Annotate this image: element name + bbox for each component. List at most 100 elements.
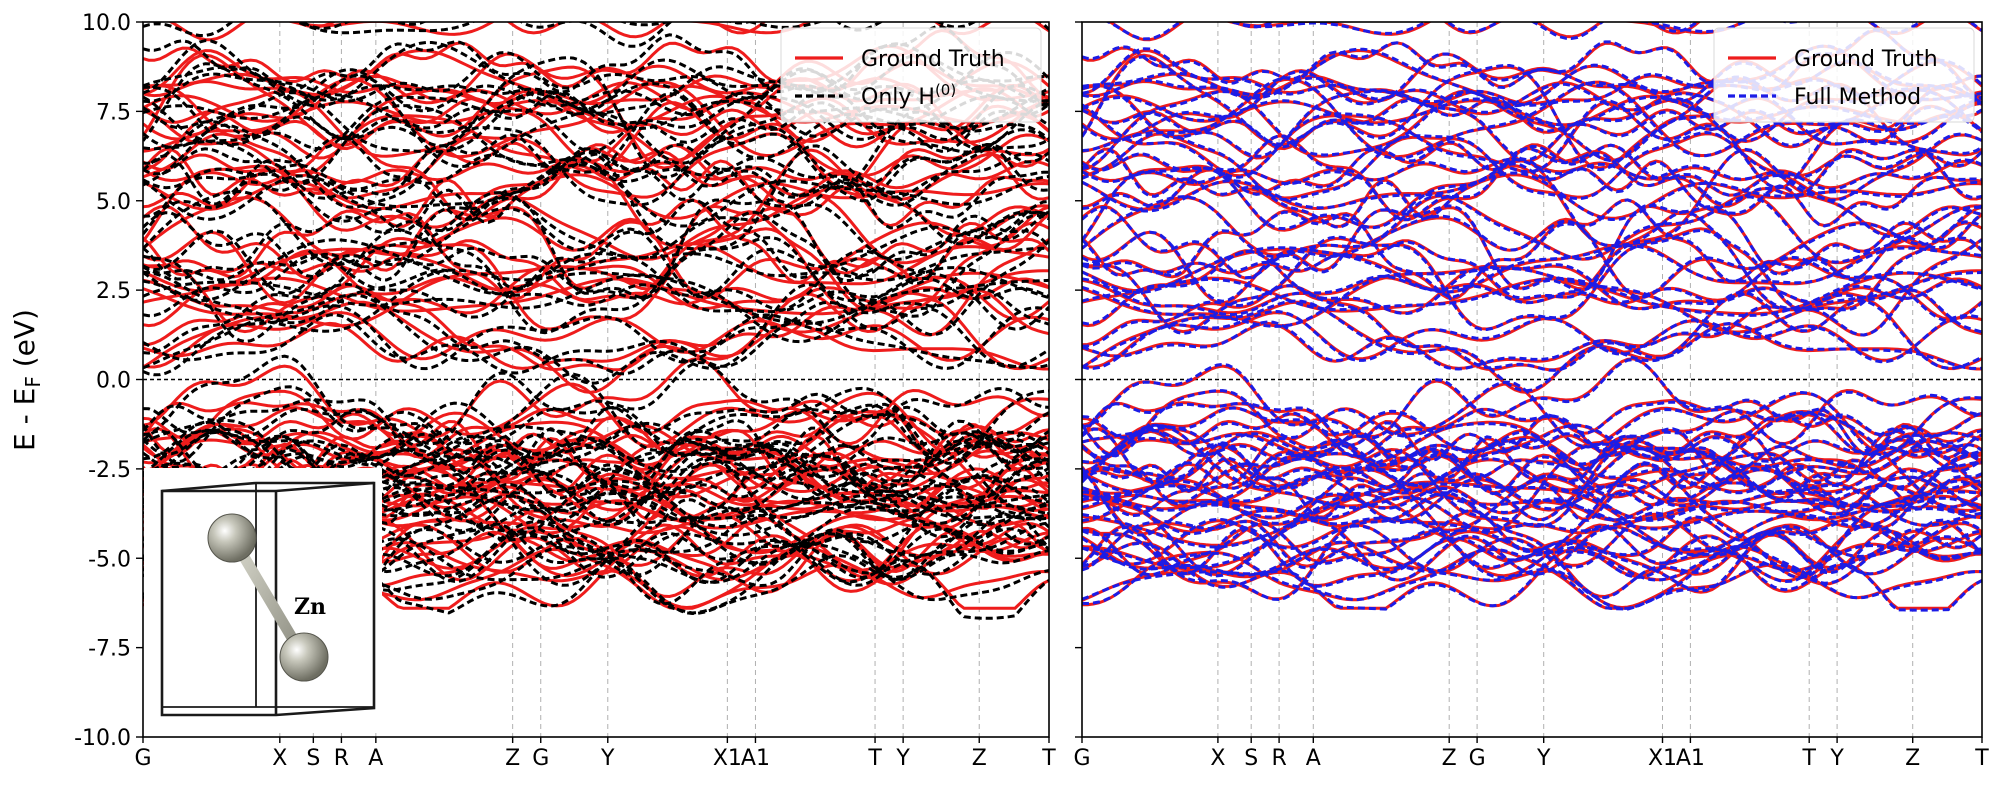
legend-box [780,27,1042,123]
x-tick-label: T [1041,746,1056,771]
band-line [143,354,1049,449]
legend-label: Full Method [1794,85,1921,110]
band-line [1082,423,1982,533]
band-line [143,401,1049,501]
band-line [143,173,1049,220]
band-line [143,228,1049,344]
band-line [143,238,1049,303]
y-axis-label: E - EF (eV) [8,309,45,451]
legend-box [1713,27,1975,123]
band-line [1082,210,1982,312]
band-line [143,406,1049,460]
band-line [143,403,1049,458]
band-line [1082,544,1982,611]
x-tick-label: X [1210,746,1225,771]
band-line [1082,228,1982,337]
x-tick-label: X [272,746,287,771]
band-line [1082,250,1982,326]
x-tick-label: Z [1905,746,1920,771]
y-tick-label: -10.0 [74,726,131,751]
x-tick-label: G [134,746,151,771]
band-line [1082,140,1982,197]
band-line [1082,441,1982,490]
band-line [1082,519,1982,584]
x-tick-label: Y [600,746,615,771]
band-line [143,412,1049,511]
crystal-structure-inset: Zn [144,468,382,730]
band-line [1082,193,1982,264]
x-tick-label: A [368,746,383,771]
band-line [143,268,1049,325]
x-tick-label: T [1974,746,1989,771]
band-line [1082,406,1982,459]
x-tick-label: S [306,746,320,771]
legend-label: Ground Truth [861,47,1005,72]
x-tick-label: G [1073,746,1090,771]
band-line [143,458,1049,565]
band-line [143,313,1049,375]
band-line [1082,380,1982,458]
zn-atom-bottom [279,632,329,682]
x-tick-label: X1 [713,746,742,771]
x-tick-label: G [1469,746,1486,771]
band-line [1082,491,1982,602]
band-line [143,268,1049,344]
band-line [1082,423,1982,487]
band-line [143,198,1049,301]
band-line [143,90,1049,153]
y-tick-label: 5.0 [96,190,131,215]
x-tick-label: R [334,746,349,771]
band-line [143,134,1049,222]
y-tick-label: -2.5 [88,458,131,483]
band-line [1082,409,1982,495]
zn-atom-top [207,513,257,563]
band-line [1082,198,1982,301]
y-tick-label: -7.5 [88,637,131,662]
band-line [143,426,1049,530]
x-tick-label: A1 [741,746,770,771]
band-line [1082,433,1982,523]
y-tick-label: -5.0 [88,547,131,572]
band-line [1082,492,1982,533]
band-line [143,196,1049,300]
band-line [143,193,1049,265]
band-line [143,84,1049,154]
band-line [143,283,1049,385]
legend: Ground Truth Only H(0) [780,27,1042,123]
band-line [1082,157,1982,191]
band-line [1082,271,1982,316]
band-series [1082,22,1982,612]
y-tick-label: 0.0 [96,369,131,394]
band-line [143,205,1049,305]
band-line [143,68,1049,169]
band-line [1082,90,1982,171]
band-line [1082,357,1982,446]
band-line [1082,171,1982,221]
x-tick-label: R [1271,746,1286,771]
band-line [143,510,1049,579]
band-line [1082,99,1982,190]
band-line [1082,55,1982,172]
band-line [143,123,1049,209]
band-line [1082,398,1982,463]
band-line [1082,518,1982,577]
y-axis-ticks: 10.0 7.5 5.0 2.5 0.0 -2.5 -5.0 -7.5 -10.0 [74,11,143,751]
band-line [1082,444,1982,522]
atom-label-zn: Zn [294,594,326,620]
x-tick-label: A1 [1676,746,1705,771]
x-tick-label: A [1306,746,1321,771]
band-line [143,199,1049,299]
band-line [1082,442,1982,496]
x-tick-label: X1 [1648,746,1677,771]
band-line [1082,453,1982,556]
y-tick-label: 7.5 [96,100,131,125]
x-tick-label: T [1801,746,1816,771]
band-line [1082,244,1982,294]
band-line [1082,204,1982,303]
band-line [143,357,1049,446]
band-line [143,266,1049,326]
x-tick-label: Y [895,746,910,771]
band-line [1082,462,1982,579]
